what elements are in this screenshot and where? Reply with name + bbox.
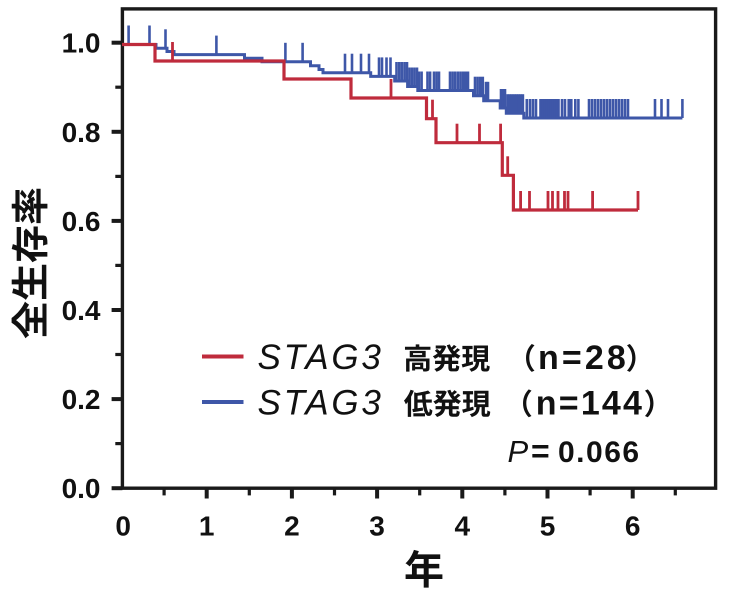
svg-text:0.0: 0.0 <box>62 473 101 504</box>
svg-text:n=144: n=144 <box>536 384 644 422</box>
svg-text:STAG3: STAG3 <box>258 338 384 377</box>
svg-text:0.2: 0.2 <box>62 384 101 415</box>
svg-text:1: 1 <box>199 511 215 542</box>
svg-text:P: P <box>508 434 529 469</box>
svg-text:2: 2 <box>284 511 300 542</box>
svg-text:3: 3 <box>369 511 385 542</box>
svg-text:0.8: 0.8 <box>62 117 101 148</box>
svg-text:0: 0 <box>115 511 131 542</box>
svg-text:0.6: 0.6 <box>62 206 101 237</box>
svg-text:0.066: 0.066 <box>558 436 641 469</box>
svg-text:STAG3: STAG3 <box>258 383 384 422</box>
svg-text:1.0: 1.0 <box>62 28 101 59</box>
svg-text:=: = <box>531 433 550 469</box>
svg-text:6: 6 <box>625 511 641 542</box>
svg-text:5: 5 <box>540 511 556 542</box>
svg-text:n=28: n=28 <box>538 339 629 377</box>
svg-text:0.4: 0.4 <box>62 295 101 326</box>
svg-text:4: 4 <box>455 511 471 542</box>
